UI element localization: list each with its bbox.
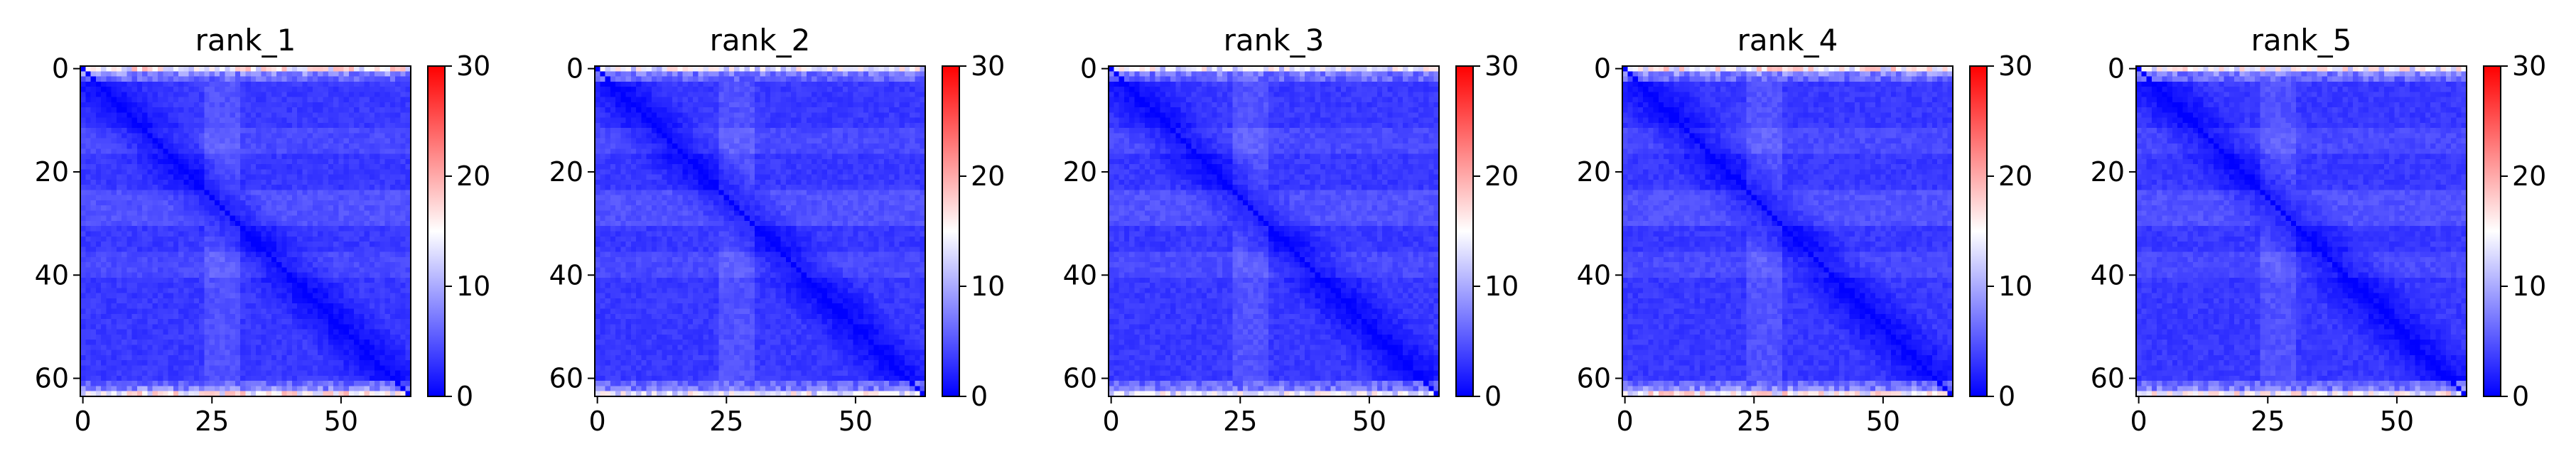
colorbar-tick-label: 0 [2512, 381, 2529, 412]
colorbar-tick-label: 10 [1998, 271, 2032, 302]
heatmap-cells [595, 66, 926, 397]
y-tick-label: 40 [2091, 259, 2125, 291]
plot-frame [2135, 65, 2467, 397]
y-tick-label: 60 [1577, 363, 1611, 394]
colorbar-tick-label: 10 [2512, 271, 2546, 302]
y-tick-label: 20 [549, 156, 583, 188]
panel-title: rank_1 [195, 23, 296, 58]
colorbar [942, 65, 960, 397]
colorbar-tick-label: 10 [971, 271, 1005, 302]
x-tick-label: 0 [75, 406, 92, 437]
y-tick-label: 0 [52, 53, 69, 85]
plot-frame [1108, 65, 1440, 397]
plot-frame [594, 65, 926, 397]
colorbar [427, 65, 446, 397]
panel-title: rank_2 [710, 23, 811, 58]
colorbar-tick-label: 10 [456, 271, 490, 302]
y-tick-label: 0 [1080, 53, 1097, 85]
y-tick-label: 40 [35, 259, 69, 291]
colorbar-tick-label: 20 [456, 161, 490, 192]
y-tick-label: 20 [2091, 156, 2125, 188]
x-tick-label: 50 [1352, 406, 1386, 437]
x-tick-label: 25 [1223, 406, 1257, 437]
heatmap-cells [1109, 66, 1440, 397]
panel-title: rank_3 [1224, 23, 1325, 58]
x-tick-label: 0 [1617, 406, 1634, 437]
x-tick-label: 25 [1737, 406, 1771, 437]
y-tick-label: 60 [2091, 363, 2125, 394]
colorbar-tick-label: 30 [2512, 50, 2546, 82]
colorbar-tick-label: 0 [456, 381, 473, 412]
colorbar [1455, 65, 1474, 397]
colorbar-tick-label: 30 [456, 50, 490, 82]
colorbar-tick-label: 20 [971, 161, 1005, 192]
y-tick-label: 0 [2108, 53, 2125, 85]
y-tick-label: 20 [1577, 156, 1611, 188]
colorbar-tick-label: 30 [971, 50, 1005, 82]
colorbar-tick-label: 30 [1998, 50, 2032, 82]
colorbar-tick-label: 30 [1484, 50, 1519, 82]
panel-title: rank_4 [1737, 23, 1838, 58]
colorbar-tick-label: 0 [1484, 381, 1502, 412]
panel-title: rank_5 [2251, 23, 2352, 58]
y-tick-label: 40 [1063, 259, 1097, 291]
x-tick-label: 50 [2380, 406, 2414, 437]
x-tick-label: 25 [195, 406, 229, 437]
colorbar-tick-label: 0 [1998, 381, 2015, 412]
x-tick-label: 25 [709, 406, 743, 437]
y-tick-label: 0 [1594, 53, 1611, 85]
y-tick-label: 60 [35, 363, 69, 394]
x-tick-label: 0 [589, 406, 606, 437]
y-tick-label: 40 [1577, 259, 1611, 291]
colorbar [1969, 65, 1988, 397]
colorbar-tick-label: 10 [1484, 271, 1519, 302]
plot-frame [80, 65, 411, 397]
plot-frame [1622, 65, 1953, 397]
colorbar [2483, 65, 2501, 397]
x-tick-label: 50 [324, 406, 358, 437]
colorbar-tick-label: 20 [2512, 161, 2546, 192]
colorbar-tick-label: 0 [971, 381, 988, 412]
x-tick-label: 0 [1103, 406, 1120, 437]
y-tick-label: 60 [549, 363, 583, 394]
x-tick-label: 50 [839, 406, 873, 437]
colorbar-tick-label: 20 [1998, 161, 2032, 192]
y-tick-label: 60 [1063, 363, 1097, 394]
colorbar-tick-label: 20 [1484, 161, 1519, 192]
y-tick-label: 0 [566, 53, 583, 85]
x-tick-label: 50 [1866, 406, 1900, 437]
y-tick-label: 40 [549, 259, 583, 291]
heatmap-cells [2136, 66, 2467, 397]
heatmap-cells [80, 66, 411, 397]
x-tick-label: 25 [2251, 406, 2285, 437]
x-tick-label: 0 [2130, 406, 2147, 437]
y-tick-label: 20 [35, 156, 69, 188]
heatmap-cells [1622, 66, 1953, 397]
y-tick-label: 20 [1063, 156, 1097, 188]
